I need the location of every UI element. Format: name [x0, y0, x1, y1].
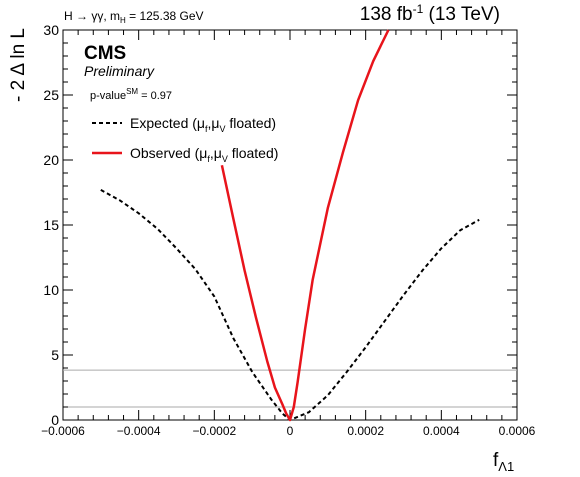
legend-observed-mid: ,μ	[210, 145, 222, 161]
x-axis-title-sub: Λ1	[498, 459, 514, 474]
x-tick-label: −0.0002	[192, 424, 236, 438]
x-tick-label: 0	[287, 424, 294, 438]
axis-tick-labels: −0.0006 −0.0004 −0.0002 0 0.0002 0.0004 0.0006…	[41, 22, 536, 438]
threshold-lines	[63, 369, 517, 408]
y-tick-label: 15	[43, 217, 59, 233]
legend-expected-sub1: f	[205, 124, 208, 134]
legend-observed-suffix: floated)	[228, 145, 279, 161]
pvalue-prefix: p-value	[90, 90, 126, 102]
process-mass: = 125.38 GeV	[126, 9, 204, 23]
process-sub: H	[120, 16, 126, 25]
likelihood-curves	[100, 29, 480, 422]
experiment-label: CMS	[84, 43, 126, 64]
x-tick-label: 0.0006	[499, 424, 536, 438]
legend-expected-prefix: Expected (μ	[130, 115, 205, 131]
legend-expected-label: Expected (μf,μV floated)	[130, 115, 276, 134]
lumi-energy: (13 TeV)	[423, 4, 500, 25]
observed-curve	[220, 29, 390, 422]
x-tick-label: −0.0006	[41, 424, 85, 438]
legend-observed-sub2: V	[222, 154, 228, 164]
lumi-exp: -1	[413, 2, 424, 16]
y-tick-label: 5	[51, 347, 59, 363]
x-tick-label: 0.0004	[423, 424, 460, 438]
process-text: H → γγ, m	[64, 9, 120, 23]
legend-expected-mid: ,μ	[208, 115, 220, 131]
lumi-value: 138 fb	[360, 4, 413, 25]
expected-curve	[100, 189, 480, 421]
x-axis-title: fΛ1	[493, 450, 514, 474]
x-tick-label: 0.0002	[347, 424, 384, 438]
pvalue-value: = 0.97	[138, 90, 172, 102]
legend-expected-sub2: V	[219, 124, 225, 134]
status-label: Preliminary	[84, 63, 155, 79]
y-tick-label: 20	[43, 152, 59, 168]
process-label: H → γγ, mH = 125.38 GeV	[64, 9, 204, 25]
legend-observed-label: Observed (μf,μV floated)	[130, 145, 278, 164]
axis-ticks	[62, 29, 518, 421]
x-tick-label: −0.0004	[117, 424, 161, 438]
y-tick-label: 0	[51, 412, 59, 428]
y-tick-label: 10	[43, 282, 59, 298]
y-axis-title: - 2 Δ ln L	[8, 28, 29, 102]
lumi-label: 138 fb-1 (13 TeV)	[360, 2, 500, 25]
y-tick-label: 30	[43, 22, 59, 38]
x-axis-title-main: f	[493, 450, 499, 471]
pvalue-label: p-valueSM = 0.97	[90, 87, 172, 102]
y-tick-label: 25	[43, 87, 59, 103]
legend-observed-sub1: f	[207, 154, 210, 164]
legend-expected-suffix: floated)	[226, 115, 277, 131]
pvalue-sup: SM	[126, 87, 138, 96]
legend: Expected (μf,μV floated) Observed (μf,μV…	[92, 115, 278, 164]
legend-observed-prefix: Observed (μ	[130, 145, 207, 161]
